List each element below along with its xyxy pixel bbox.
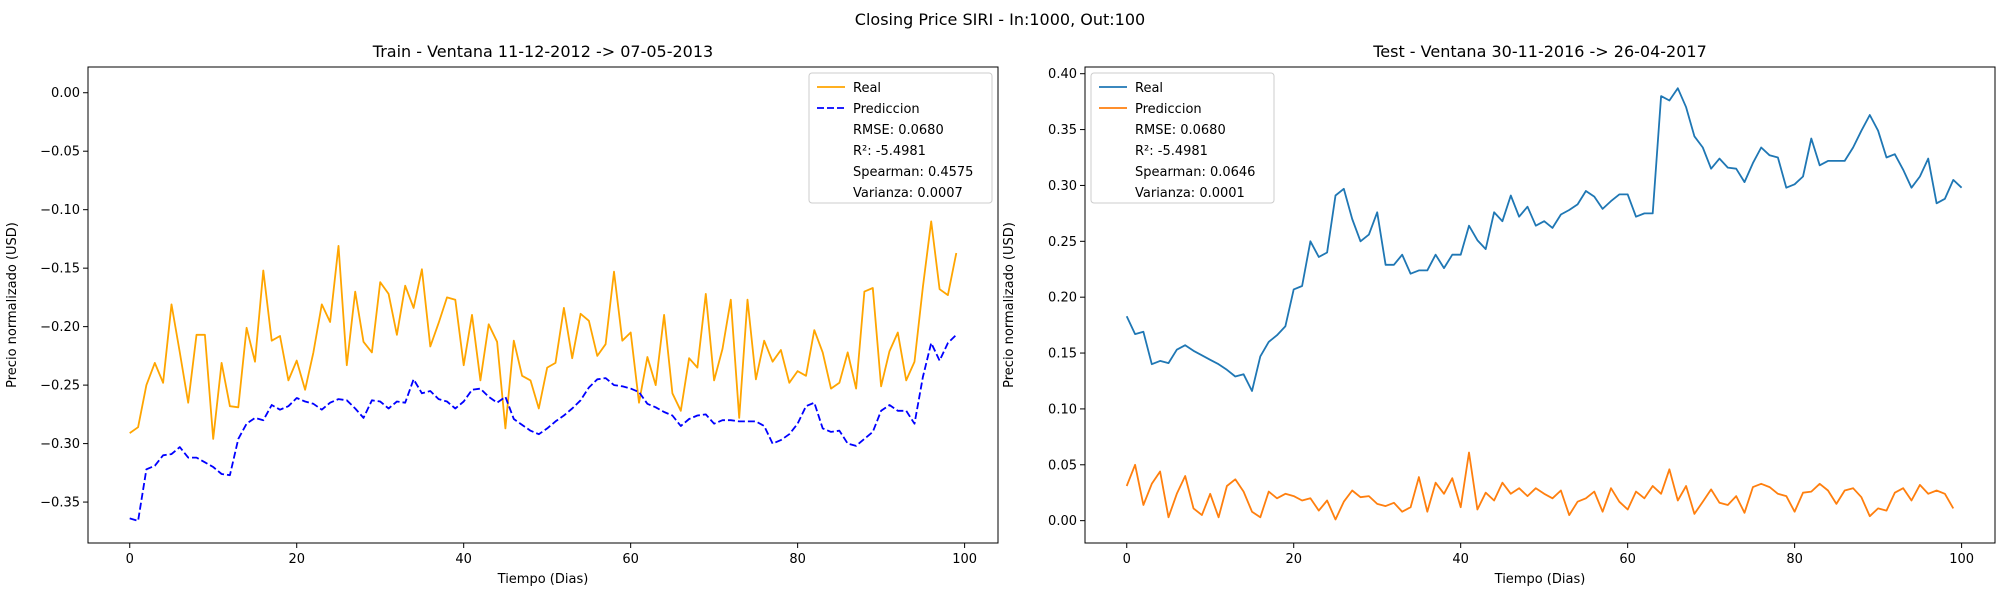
test-legend-metric: R²: -5.4981 [1135, 144, 1208, 159]
test-plot-area [1084, 66, 1996, 544]
test-legend-label: Prediccion [1135, 102, 1202, 117]
test-y-tick-label: 0.15 [1048, 347, 1077, 362]
train-x-axis-label: Tiempo (Dias) [497, 572, 589, 587]
test-legend: Real Prediccion RMSE: 0.0680 R²: -5.4981 Spe… [1090, 72, 1275, 204]
test-legend-label: Real [1135, 81, 1163, 96]
figure-suptitle: Closing Price SIRI - In:1000, Out:100 [855, 10, 1145, 29]
test-x-tick-label: 60 [1619, 552, 1636, 567]
test-y-tick-label: 0.25 [1048, 235, 1077, 250]
test-x-tick-label: 40 [1452, 552, 1469, 567]
train-y-tick-label: −0.10 [40, 203, 80, 218]
train-x-tick-label: 40 [455, 552, 472, 567]
train-x-tick-label: 100 [952, 552, 977, 567]
test-y-tick-label: 0.00 [1048, 514, 1077, 529]
test-chart-title: Test - Ventana 30-11-2016 -> 26-04-2017 [1372, 42, 1707, 61]
test-prediccion-line [1125, 451, 1955, 521]
test-series [1125, 87, 1963, 521]
train-prediccion-line [129, 334, 957, 522]
train-legend-label: Real [853, 81, 881, 96]
train-axes: 0 20 40 60 80 100 −0.35 −0.30 −0.25 −0.20 −0.15 −0.… [40, 86, 977, 567]
test-legend-metric: RMSE: 0.0680 [1135, 123, 1226, 138]
test-axes: 0 20 40 60 80 100 0.00 0.05 0.10 0.15 0.20 0.25 0.30… [1048, 67, 1974, 567]
train-legend-metric: Varianza: 0.0007 [853, 186, 963, 201]
test-y-tick-label: 0.20 [1048, 291, 1077, 306]
test-y-tick-label: 0.30 [1048, 179, 1077, 194]
test-x-tick-label: 100 [1949, 552, 1974, 567]
test-real-line [1125, 87, 1963, 392]
test-x-tick-label: 80 [1786, 552, 1803, 567]
test-x-tick-label: 0 [1123, 552, 1131, 567]
train-legend-box [808, 72, 993, 204]
test-x-tick-label: 20 [1285, 552, 1302, 567]
train-series [129, 220, 958, 522]
test-panel: Test - Ventana 30-11-2016 -> 26-04-2017 … [1002, 42, 1996, 587]
train-legend-label: Prediccion [853, 102, 920, 117]
train-y-tick-label: −0.25 [40, 379, 80, 394]
train-y-axis-label: Precio normalizado (USD) [5, 222, 20, 388]
train-legend: Real Prediccion RMSE: 0.0680 R²: -5.4981 Spe… [808, 72, 993, 204]
train-y-tick-label: 0.00 [51, 86, 80, 101]
train-x-tick-label: 0 [126, 552, 134, 567]
test-y-tick-label: 0.10 [1048, 402, 1077, 417]
train-x-tick-label: 20 [288, 552, 305, 567]
train-plot-area [87, 66, 999, 544]
test-x-axis-label: Tiempo (Dias) [1494, 572, 1586, 587]
train-x-tick-label: 80 [789, 552, 806, 567]
train-y-tick-label: −0.05 [40, 145, 80, 160]
train-real-line [129, 220, 958, 440]
test-y-axis-label: Precio normalizado (USD) [1002, 222, 1017, 388]
test-legend-metric: Spearman: 0.0646 [1135, 165, 1255, 180]
train-legend-metric: R²: -5.4981 [853, 144, 926, 159]
train-panel: Train - Ventana 11-12-2012 -> 07-05-2013… [5, 42, 999, 587]
train-legend-metric: RMSE: 0.0680 [853, 123, 944, 138]
train-x-tick-label: 60 [622, 552, 639, 567]
test-y-tick-label: 0.35 [1048, 123, 1077, 138]
train-chart-title: Train - Ventana 11-12-2012 -> 07-05-2013 [372, 42, 713, 61]
train-y-tick-label: −0.20 [40, 320, 80, 335]
test-y-tick-label: 0.40 [1048, 67, 1077, 82]
train-y-tick-label: −0.35 [40, 496, 80, 511]
test-legend-box [1090, 72, 1275, 204]
test-y-tick-label: 0.05 [1048, 458, 1077, 473]
test-legend-metric: Varianza: 0.0001 [1135, 186, 1245, 201]
train-y-tick-label: −0.30 [40, 437, 80, 452]
train-legend-metric: Spearman: 0.4575 [853, 165, 973, 180]
train-y-tick-label: −0.15 [40, 262, 80, 277]
